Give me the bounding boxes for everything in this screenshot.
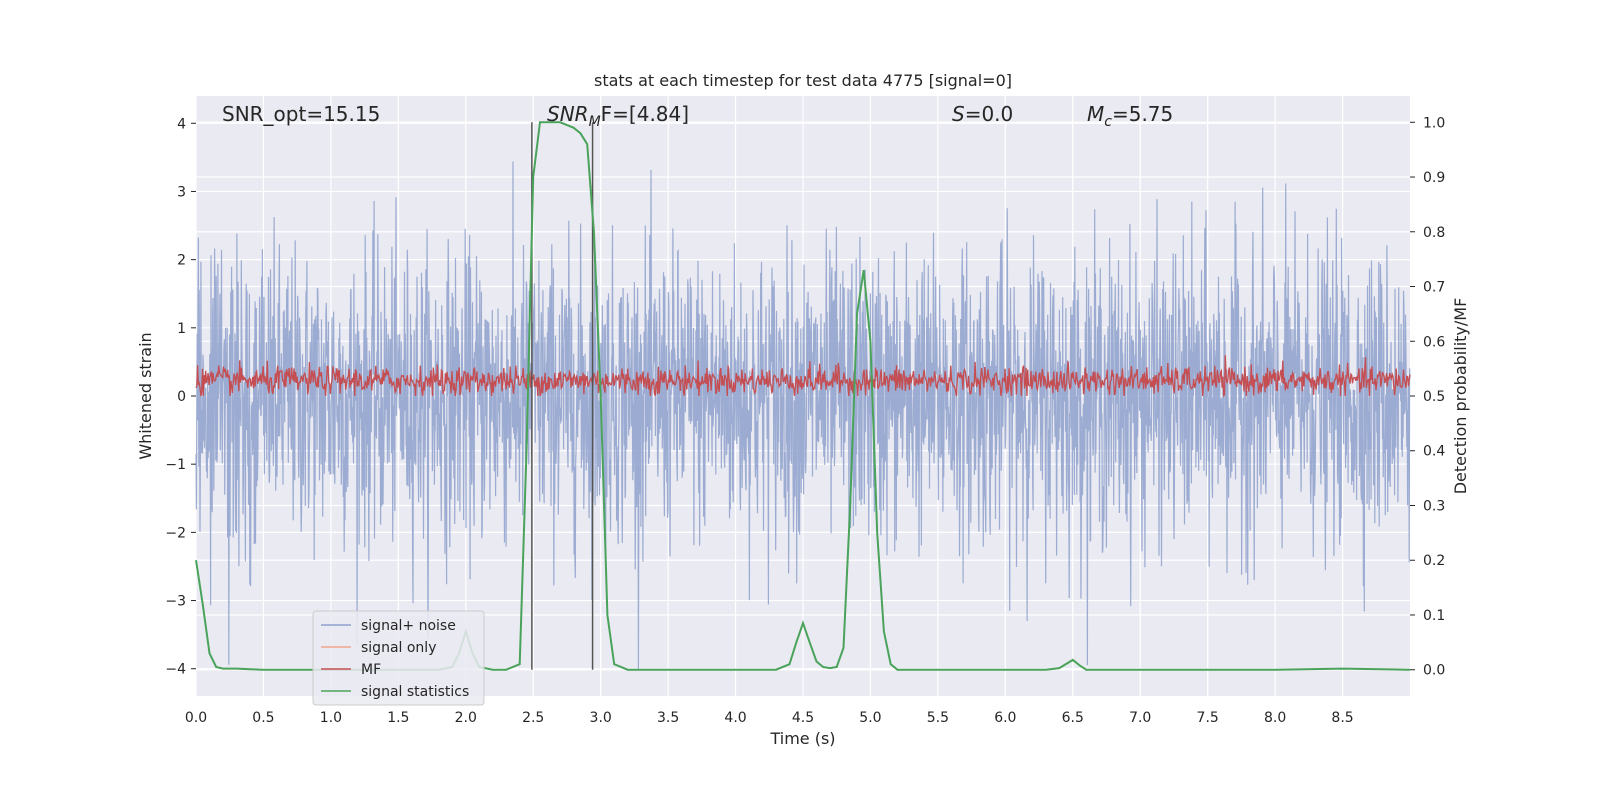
y2-tick-6: 0.6 xyxy=(1423,334,1445,350)
x-tick-13: 6.5 xyxy=(1062,710,1084,726)
y2-tick-9: 0.9 xyxy=(1423,170,1445,186)
x-tick-9: 4.5 xyxy=(792,710,814,726)
snr-mf-sub: M xyxy=(589,114,601,130)
legend: signal+ noise signal only MF signal stat… xyxy=(312,610,485,706)
y2-tick-8: 0.8 xyxy=(1423,225,1445,241)
y-tick-0: −4 xyxy=(165,662,186,678)
x-tick-16: 8.0 xyxy=(1264,710,1286,726)
x-tick-6: 3.0 xyxy=(590,710,612,726)
series-mf xyxy=(195,355,1411,398)
snr-mf-base: SNR xyxy=(547,102,589,126)
s-var: S xyxy=(952,102,965,126)
chart-title: stats at each timestep for test data 477… xyxy=(594,71,1012,90)
annotation-s: S=0.0 xyxy=(952,102,1013,126)
y2-tick-2: 0.2 xyxy=(1423,553,1445,569)
x-tick-0: 0.0 xyxy=(185,710,207,726)
legend-label-signal-only: signal only xyxy=(361,640,436,656)
annotation-snr-mf: SNRMF=[4.84] xyxy=(547,102,689,130)
x-tick-4: 2.0 xyxy=(455,710,477,726)
y-axis-label: Whitened strain xyxy=(136,332,155,459)
mc-val: =5.75 xyxy=(1112,102,1173,126)
x-tick-12: 6.0 xyxy=(994,710,1016,726)
y-tick-8: 4 xyxy=(177,116,186,132)
annotation-mc: Mc=5.75 xyxy=(1087,102,1173,130)
x-tick-7: 3.5 xyxy=(657,710,679,726)
y-tick-2: −2 xyxy=(165,525,186,541)
x-tick-labels: 0.0 0.5 1.0 1.5 2.0 2.5 3.0 3.5 4.0 4.5 5.0 5.5 6.0 6… xyxy=(185,710,1354,726)
x-tick-8: 4.0 xyxy=(724,710,746,726)
y2-tick-4: 0.4 xyxy=(1423,444,1445,460)
x-axis-label: Time (s) xyxy=(769,729,835,748)
mc-var: M xyxy=(1087,102,1104,126)
x-tick-1: 0.5 xyxy=(252,710,274,726)
s-val: =0.0 xyxy=(965,102,1014,126)
y2-tick-7: 0.7 xyxy=(1423,280,1445,296)
y2-tick-labels: 0.0 0.1 0.2 0.3 0.4 0.5 0.6 0.7 0.8 0.9 1.0 xyxy=(1410,115,1445,679)
y-tick-3: −1 xyxy=(165,457,186,473)
x-tick-11: 5.5 xyxy=(927,710,949,726)
y-tick-5: 1 xyxy=(177,321,186,337)
mf-line xyxy=(195,355,1411,398)
y-tick-1: −3 xyxy=(165,594,186,610)
legend-label-noise: signal+ noise xyxy=(361,618,456,634)
mc-sub: c xyxy=(1104,114,1112,130)
y-tick-labels: −4 −3 −2 −1 0 1 2 3 4 xyxy=(165,116,196,678)
signal-noise-line xyxy=(195,161,1411,669)
legend-label-mf: MF xyxy=(361,662,381,678)
x-tick-2: 1.0 xyxy=(320,710,342,726)
y2-tick-10: 1.0 xyxy=(1423,115,1445,131)
y2-tick-1: 0.1 xyxy=(1423,608,1445,624)
x-tick-10: 5.0 xyxy=(859,710,881,726)
legend-label-statistics: signal statistics xyxy=(361,684,469,700)
x-tick-3: 1.5 xyxy=(387,710,409,726)
y2-tick-3: 0.3 xyxy=(1423,498,1445,514)
y2-tick-5: 0.5 xyxy=(1423,389,1445,405)
y-tick-7: 3 xyxy=(177,184,186,200)
y-tick-4: 0 xyxy=(177,389,186,405)
snr-mf-rest: F=[4.84] xyxy=(601,102,689,126)
y-tick-6: 2 xyxy=(177,253,186,269)
series-signal-noise xyxy=(195,161,1411,669)
y2-tick-0: 0.0 xyxy=(1423,663,1445,679)
y2-axis-label: Detection probability/MF xyxy=(1451,298,1470,495)
x-tick-5: 2.5 xyxy=(522,710,544,726)
x-tick-17: 8.5 xyxy=(1331,710,1353,726)
legend-box xyxy=(312,610,485,706)
annotation-snr-opt: SNR_opt=15.15 xyxy=(222,102,380,126)
x-tick-15: 7.5 xyxy=(1197,710,1219,726)
x-tick-14: 7.0 xyxy=(1129,710,1151,726)
